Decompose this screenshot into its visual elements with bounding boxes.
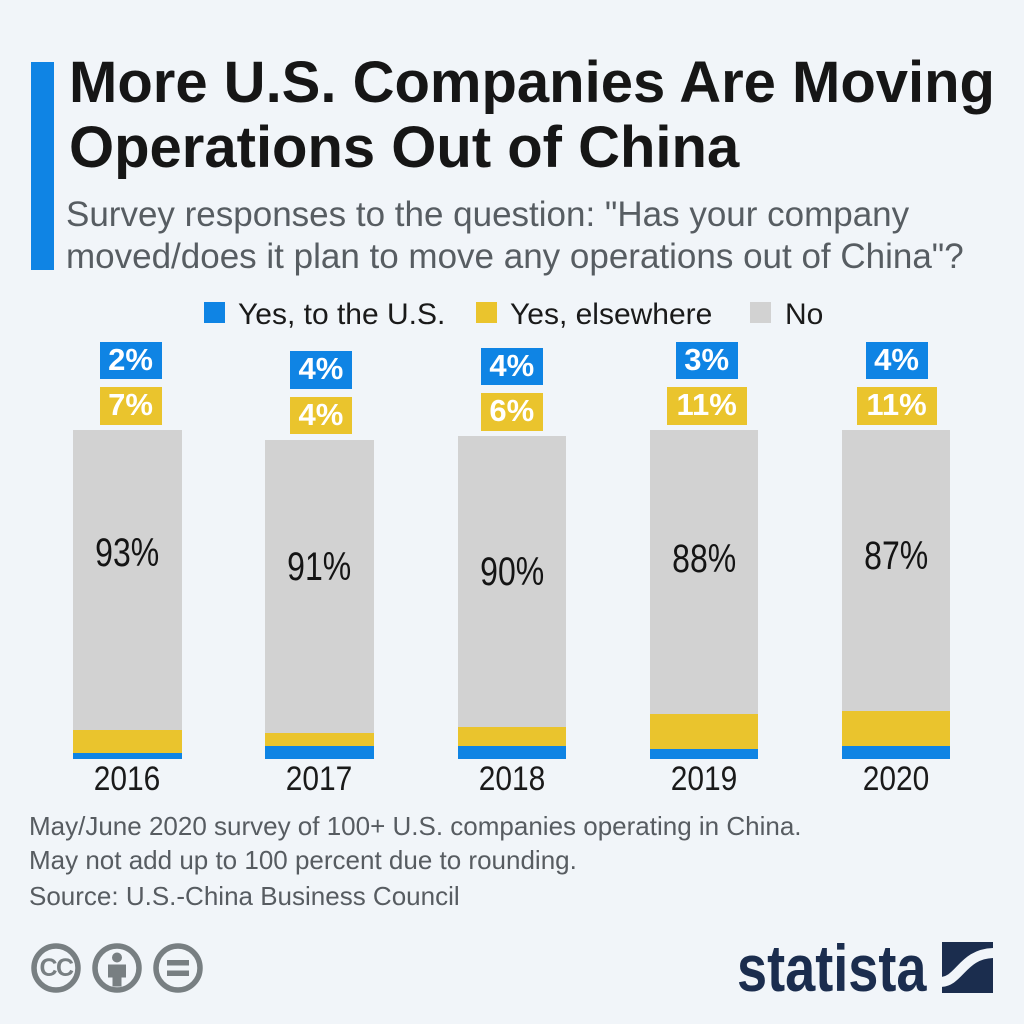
svg-text:CC: CC xyxy=(39,954,74,982)
